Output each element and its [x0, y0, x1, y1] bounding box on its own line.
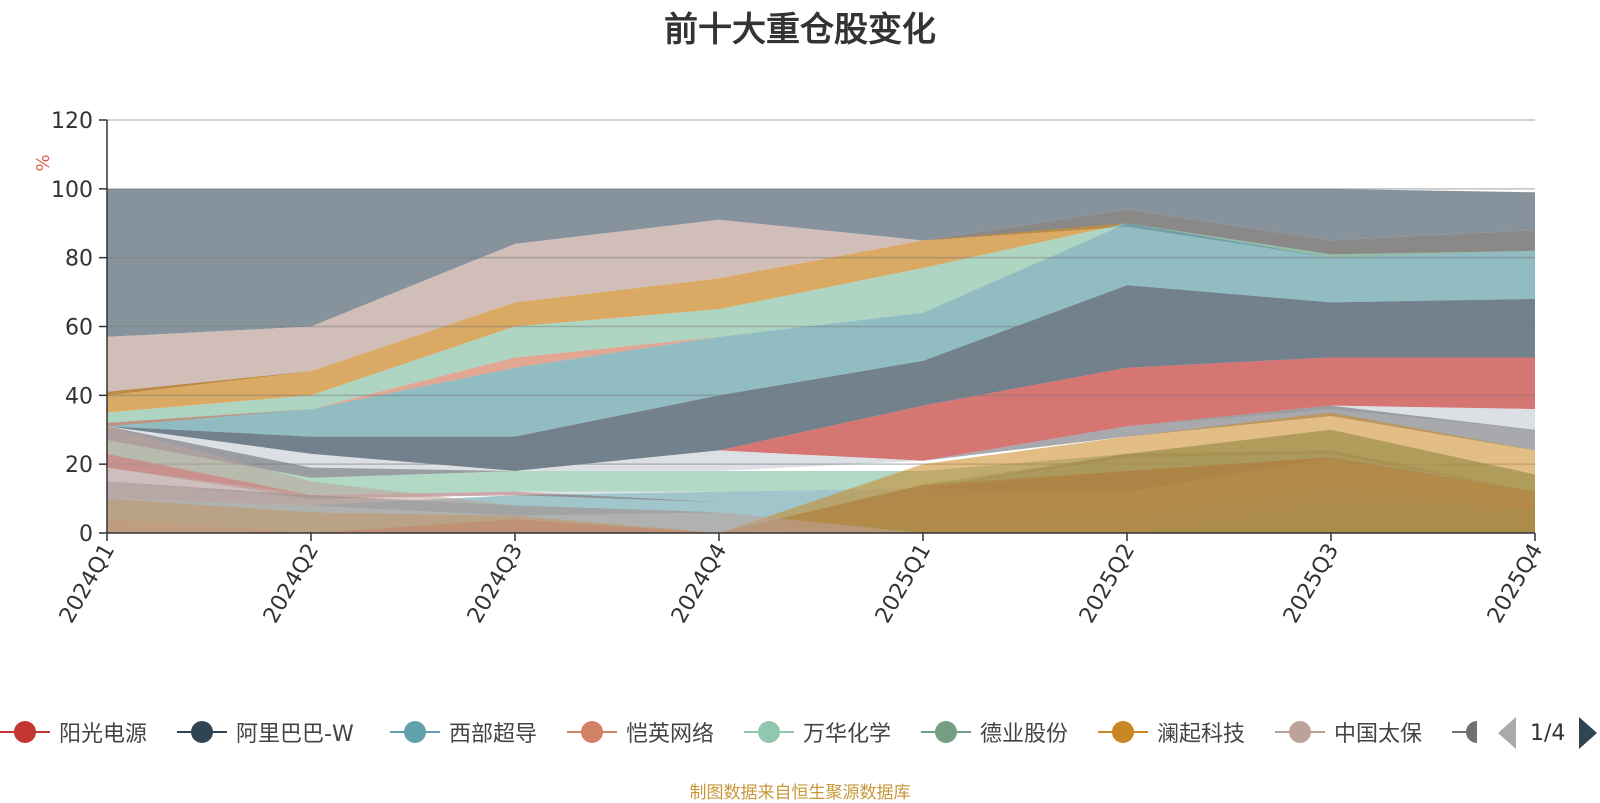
legend-marker-icon: [1452, 717, 1482, 747]
legend-label: 德业股份: [980, 722, 1069, 747]
legend-item[interactable]: 万华化学: [744, 712, 891, 752]
legend-page-indicator: 1/4: [1530, 720, 1566, 746]
legend-marker-icon: [0, 717, 50, 747]
series-area-中国太保: [107, 426, 1535, 533]
legend-item[interactable]: 阳光电源: [0, 712, 147, 752]
legend-label: 中国太保: [1334, 722, 1423, 747]
legend-item[interactable]: 恺英网络: [567, 712, 714, 752]
x-tick-label: 2024Q1: [55, 540, 120, 628]
legend-item[interactable]: 中国太保: [1275, 712, 1422, 752]
legend-label: 阳光电源: [59, 722, 148, 747]
legend-marker-icon: [390, 717, 440, 747]
source-note: 制图数据来自恒生聚源数据库: [689, 783, 911, 803]
legend: 阳光电源 阿里巴巴-W 西部超导 恺英网络 万华化学 德业股份 澜起科技 中国太保: [0, 712, 1600, 752]
legend-pager: 1/4: [1498, 716, 1598, 750]
legend-marker-icon: [567, 717, 617, 747]
x-tick-label: 2025Q4: [1483, 540, 1548, 628]
legend-marker-icon: [1098, 717, 1148, 747]
legend-item[interactable]: 西部超导: [390, 712, 537, 752]
y-tick-label: 120: [51, 109, 93, 134]
x-tick-label: 2025Q3: [1279, 540, 1344, 628]
y-axis-label: %: [33, 154, 54, 171]
legend-label: 恺英网络: [626, 722, 715, 747]
x-tick-label: 2024Q2: [259, 540, 324, 628]
previous-page-icon[interactable]: [1498, 717, 1516, 749]
legend-marker-icon: [921, 717, 971, 747]
legend-marker-icon: [1275, 717, 1325, 747]
legend-label: 澜起科技: [1157, 722, 1246, 747]
legend-item[interactable]: 澜起科技: [1098, 712, 1245, 752]
legend-label: 万华化学: [803, 722, 892, 747]
legend-label: 西部超导: [449, 722, 538, 747]
series-layer: [107, 412, 1535, 533]
y-tick-label: 0: [79, 522, 93, 547]
chart-title: 前十大重仓股变化: [664, 10, 936, 50]
x-tick-label: 2024Q4: [667, 540, 732, 628]
x-tick-label: 2025Q1: [871, 540, 936, 628]
legend-marker-icon: [177, 717, 227, 747]
legend-item-partial[interactable]: [1452, 712, 1482, 752]
y-tick-label: 80: [65, 247, 93, 272]
x-tick-label: 2025Q2: [1075, 540, 1140, 628]
y-tick-label: 100: [51, 178, 93, 203]
legend-label: 阿里巴巴-W: [236, 722, 354, 747]
legend-marker-icon: [744, 717, 794, 747]
legend-item[interactable]: 阿里巴巴-W: [177, 712, 354, 752]
next-page-icon[interactable]: [1579, 717, 1598, 749]
y-tick-label: 60: [65, 316, 93, 341]
series-area-澜起科技: [107, 412, 1535, 533]
y-tick-label: 20: [65, 453, 93, 478]
y-tick-label: 40: [65, 384, 93, 409]
x-tick-label: 2024Q3: [463, 540, 528, 628]
legend-item[interactable]: 德业股份: [921, 712, 1068, 752]
